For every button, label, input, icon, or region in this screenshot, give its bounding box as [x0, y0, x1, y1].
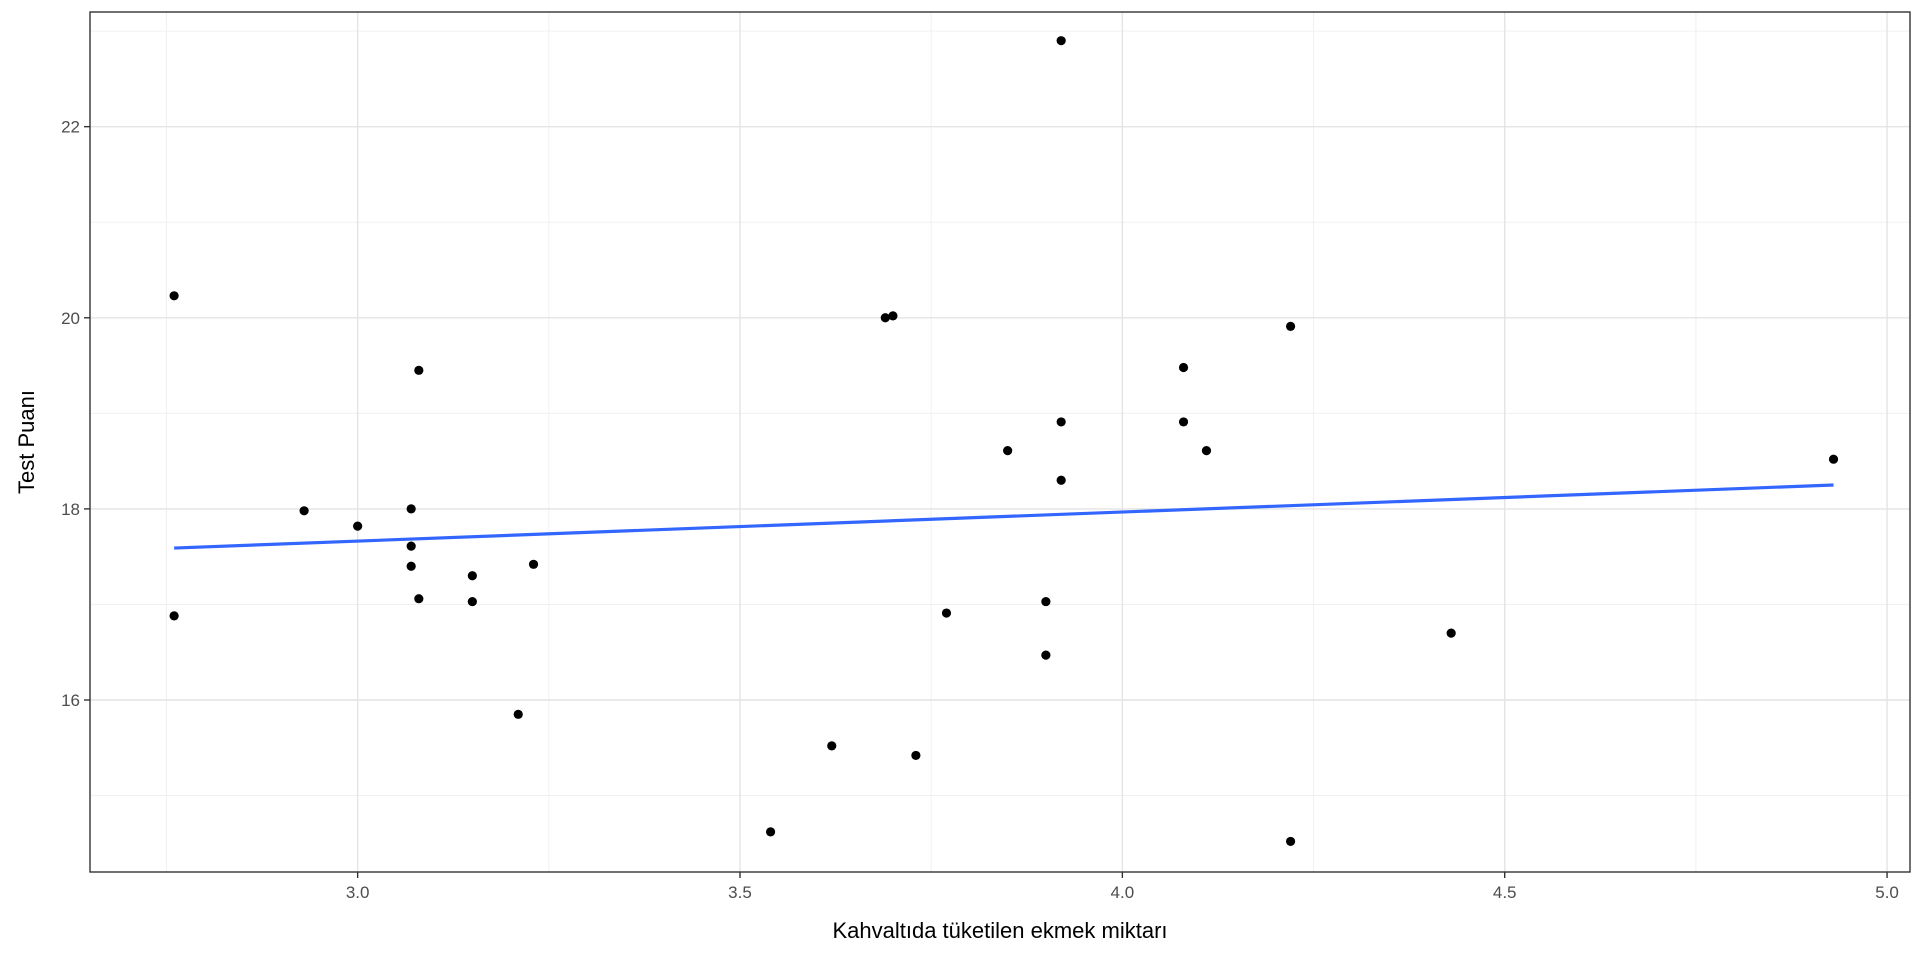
y-tick-label: 18: [61, 500, 80, 519]
data-point: [528, 559, 539, 569]
data-point: [169, 611, 179, 621]
major-gridlines: [90, 12, 1910, 872]
x-tick-label: 5.0: [1875, 883, 1899, 902]
y-axis-title: Test Puanı: [14, 390, 39, 494]
data-point: [1041, 596, 1051, 607]
data-point: [1285, 836, 1296, 847]
data-point: [467, 571, 477, 581]
x-tick-label: 4.5: [1493, 883, 1517, 902]
data-point: [1178, 417, 1189, 427]
regression-line-layer: [174, 483, 1834, 550]
x-tick-label: 4.0: [1111, 883, 1135, 902]
y-axis-ticks: 16 18 20 22: [61, 118, 90, 710]
data-point: [414, 594, 424, 604]
y-tick-label: 16: [61, 691, 80, 710]
minor-gridlines: [90, 12, 1910, 872]
data-point: [513, 709, 523, 719]
data-point: [1003, 446, 1013, 456]
data-point: [1056, 417, 1066, 427]
data-point: [299, 506, 309, 516]
data-point: [169, 291, 179, 301]
y-tick-label: 22: [61, 118, 80, 137]
data-point: [1446, 628, 1456, 638]
data-point: [1041, 650, 1051, 660]
data-point: [1201, 446, 1212, 456]
data-point: [888, 311, 898, 321]
data-points-layer: [169, 36, 1839, 847]
x-tick-label: 3.0: [346, 883, 370, 902]
x-axis-title: Kahvaltıda tüketilen ekmek miktarı: [832, 918, 1167, 943]
data-point: [353, 521, 363, 531]
data-point: [827, 741, 837, 751]
data-point: [1056, 475, 1066, 485]
x-axis-ticks: 3.0 3.5 4.0 4.5 5.0: [346, 872, 1899, 902]
data-point: [911, 750, 921, 761]
data-point: [941, 608, 952, 618]
data-point: [765, 827, 776, 837]
data-point: [406, 504, 416, 514]
regression-line: [174, 483, 1834, 550]
data-point: [1056, 36, 1066, 46]
data-point: [880, 313, 890, 323]
data-point: [406, 541, 416, 551]
data-point: [414, 365, 424, 375]
data-point: [1178, 362, 1189, 373]
data-point: [1828, 454, 1839, 464]
data-point: [406, 561, 416, 571]
y-tick-label: 20: [61, 309, 80, 328]
x-tick-label: 3.5: [728, 883, 752, 902]
data-point: [1285, 321, 1296, 331]
data-point: [467, 596, 477, 607]
panel-border: [89, 11, 1911, 873]
